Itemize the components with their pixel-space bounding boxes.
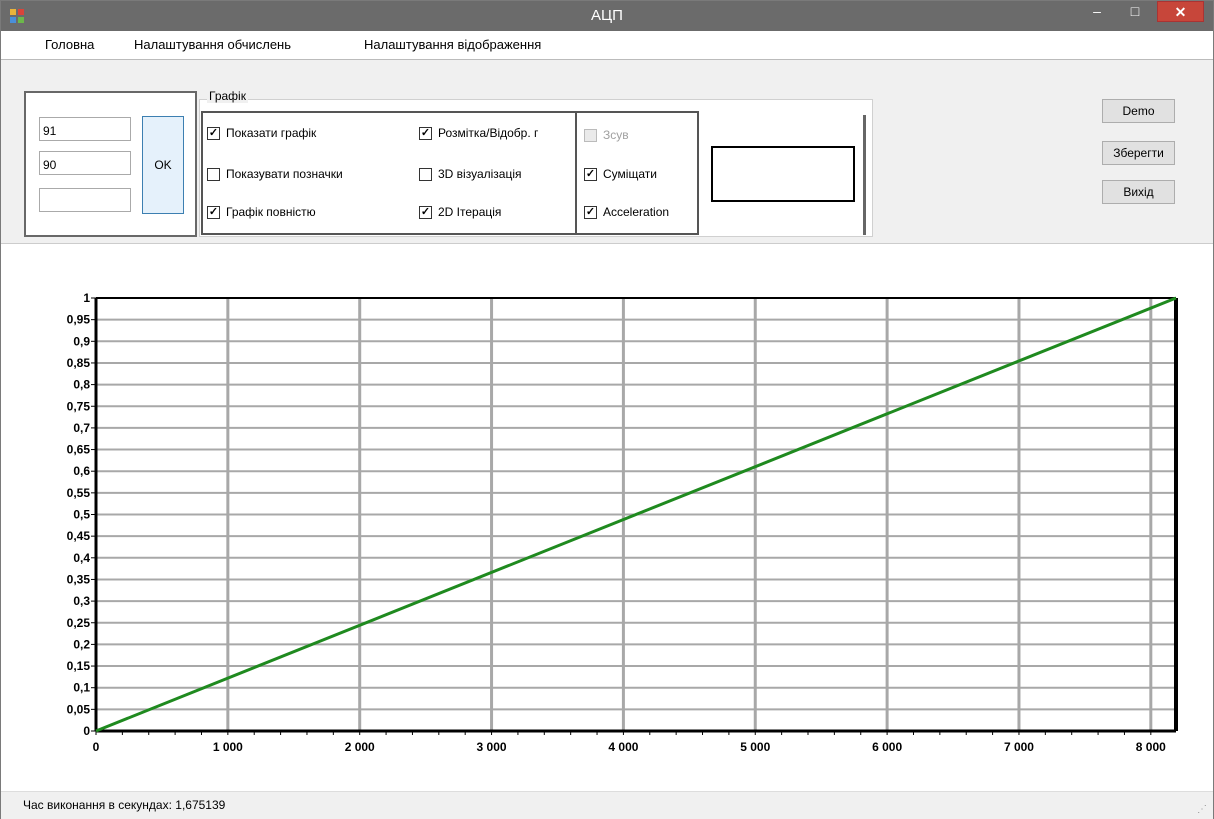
x-tick-label: 5 000 xyxy=(740,740,770,754)
checkbox-shift: Зсув xyxy=(584,126,629,144)
checkbox-combine[interactable]: ✓ Суміщати xyxy=(584,165,657,183)
checkbox-label: Acceleration xyxy=(603,205,670,219)
y-tick-label: 0 xyxy=(83,724,90,738)
checkbox-show-markers[interactable]: Показувати позначки xyxy=(207,165,343,183)
checkbox-2d-iteration[interactable]: ✓ 2D Ітерація xyxy=(419,203,501,221)
checkbox-3d[interactable]: 3D візуалізація xyxy=(419,165,522,183)
preview-box xyxy=(711,146,855,202)
checkbox-markup[interactable]: ✓ Розмітка/Відобр. г xyxy=(419,124,538,142)
checkbox-acceleration[interactable]: ✓ Acceleration xyxy=(584,203,669,221)
close-button[interactable]: ✕ xyxy=(1157,1,1204,22)
resize-grip-icon[interactable]: ⋰ xyxy=(1197,804,1207,815)
chart-area: 0 1 000 2 000 3 000 4 000 5 000 6 000 7 000 8 00… xyxy=(1,243,1213,792)
input-field-1[interactable] xyxy=(39,117,131,141)
x-tick-label: 2 000 xyxy=(345,740,375,754)
checkbox-label: Показати графік xyxy=(226,126,317,140)
status-bar: Час виконання в секундах: 1,675139 ⋰ xyxy=(1,791,1213,819)
y-tick-label: 0,15 xyxy=(67,659,91,673)
y-tick-label: 0,7 xyxy=(73,421,90,435)
checkbox-label: Розмітка/Відобр. г xyxy=(438,126,539,140)
checkbox-full-chart[interactable]: ✓ Графік повністю xyxy=(207,203,316,221)
y-tick-label: 0,95 xyxy=(67,313,91,327)
minimize-button[interactable]: – xyxy=(1083,1,1111,22)
x-tick-label: 0 xyxy=(93,740,100,754)
checkbox-label: 2D Ітерація xyxy=(438,205,502,219)
title-bar[interactable]: АЦП – □ ✕ xyxy=(1,1,1213,31)
menu-calc-settings[interactable]: Налаштування обчислень xyxy=(134,37,292,52)
window-title: АЦП xyxy=(591,7,623,24)
y-tick-label: 0,25 xyxy=(67,616,91,630)
y-tick-label: 0,2 xyxy=(73,637,90,651)
checkbox-box[interactable] xyxy=(419,167,432,181)
group-divider xyxy=(863,115,866,235)
y-tick-label: 0,75 xyxy=(67,399,91,413)
input-field-3[interactable] xyxy=(39,188,131,212)
y-tick-label: 0,3 xyxy=(73,594,90,608)
exit-button[interactable]: Вихід xyxy=(1102,180,1175,204)
checkbox-box[interactable]: ✓ xyxy=(419,205,432,219)
y-tick-label: 0,6 xyxy=(73,464,90,478)
y-tick-label: 0,85 xyxy=(67,356,91,370)
y-tick-label: 0,1 xyxy=(73,681,90,695)
chart-options-panel xyxy=(201,111,577,235)
status-text: Час виконання в секундах: 1,675139 xyxy=(23,798,226,812)
checkbox-box[interactable]: ✓ xyxy=(207,205,220,219)
input-field-2[interactable] xyxy=(39,151,131,175)
y-tick-label: 0,65 xyxy=(67,443,91,457)
x-tick-label: 3 000 xyxy=(477,740,507,754)
menu-home[interactable]: Головна xyxy=(45,37,95,52)
y-tick-label: 0,45 xyxy=(67,529,91,543)
series-line xyxy=(95,296,1177,733)
x-tick-label: 7 000 xyxy=(1004,740,1034,754)
x-tick-label: 8 000 xyxy=(1136,740,1166,754)
y-tick-label: 0,05 xyxy=(67,702,91,716)
checkbox-box xyxy=(584,128,597,142)
x-tick-label: 6 000 xyxy=(872,740,902,754)
checkbox-label: 3D візуалізація xyxy=(438,167,522,181)
save-button[interactable]: Зберегти xyxy=(1102,141,1175,165)
x-tick-label: 1 000 xyxy=(213,740,243,754)
ok-button[interactable]: OK xyxy=(142,116,184,214)
y-tick-label: 0,5 xyxy=(73,508,90,522)
y-tick-label: 0,4 xyxy=(73,551,90,565)
y-tick-label: 0,8 xyxy=(73,378,90,392)
checkbox-show-chart[interactable]: ✓ Показати графік xyxy=(207,124,316,142)
y-tick-label: 1 xyxy=(83,291,90,305)
checkbox-box[interactable] xyxy=(207,167,220,181)
checkbox-label: Зсув xyxy=(603,128,629,142)
group-legend: Графік xyxy=(207,89,248,103)
maximize-button[interactable]: □ xyxy=(1121,1,1149,22)
y-tick-label: 0,35 xyxy=(67,572,91,586)
checkbox-box[interactable]: ✓ xyxy=(207,126,220,140)
checkbox-label: Показувати позначки xyxy=(226,167,343,181)
menu-bar: Головна Налаштування обчислень Налаштува… xyxy=(1,31,1213,59)
y-tick-label: 0,9 xyxy=(73,334,90,348)
checkbox-box[interactable]: ✓ xyxy=(584,167,597,181)
close-icon: ✕ xyxy=(1174,4,1187,20)
demo-button[interactable]: Demo xyxy=(1102,99,1175,123)
app-icon xyxy=(10,9,24,23)
checkbox-label: Суміщати xyxy=(603,167,657,181)
x-tick-label: 4 000 xyxy=(608,740,638,754)
checkbox-box[interactable]: ✓ xyxy=(584,205,597,219)
y-tick-label: 0,55 xyxy=(67,486,91,500)
checkbox-label: Графік повністю xyxy=(226,205,316,219)
checkbox-box[interactable]: ✓ xyxy=(419,126,432,140)
maximize-icon: □ xyxy=(1130,3,1140,19)
menu-display-settings[interactable]: Налаштування відображення xyxy=(364,37,542,52)
line-chart: 0 1 000 2 000 3 000 4 000 5 000 6 000 7 000 8 00… xyxy=(67,291,1178,754)
minimize-icon: – xyxy=(1093,3,1101,19)
